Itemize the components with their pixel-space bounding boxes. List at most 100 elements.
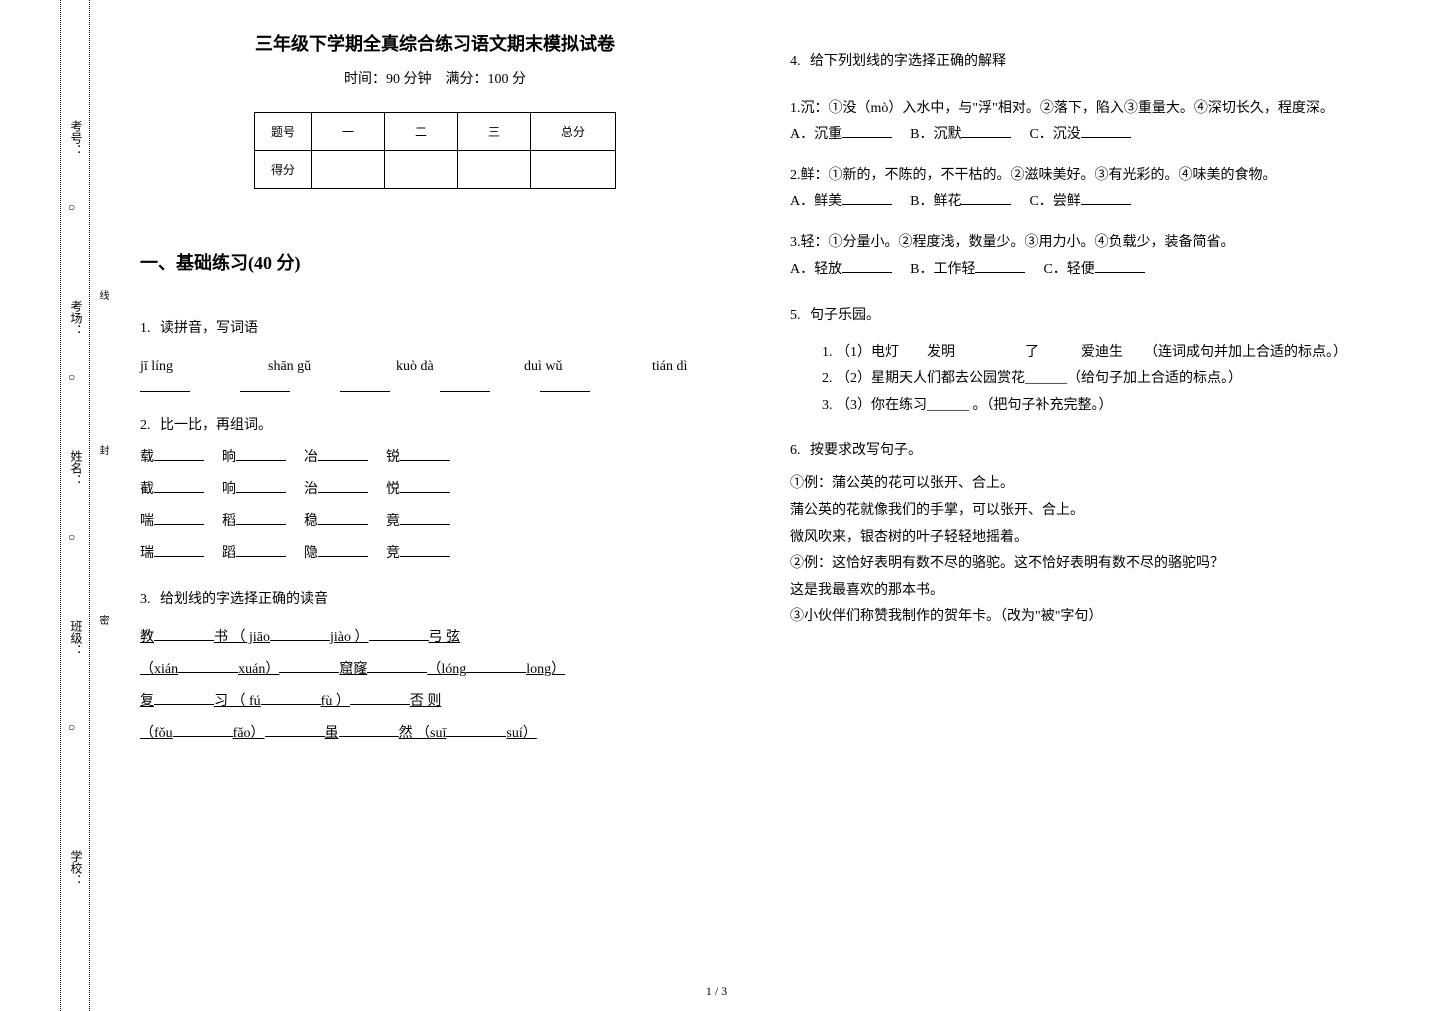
definition-text: 2.鲜：①新的，不陈的，不干枯的。②滋味美好。③有光彩的。④味美的食物。 — [790, 163, 1380, 188]
blank[interactable] — [961, 137, 1011, 138]
question-text: 给划线的字选择正确的读音 — [160, 592, 328, 607]
blank[interactable] — [236, 460, 286, 461]
char: 锐 — [386, 450, 400, 465]
option: B．沉默 — [910, 121, 1011, 149]
page-number: 1 / 3 — [706, 984, 727, 999]
blank[interactable] — [265, 736, 325, 737]
definition-text: 3.轻：①分量小。②程度浅，数量少。③用力小。④负载少，装备简省。 — [790, 230, 1380, 255]
answer-blanks — [140, 391, 730, 392]
blank[interactable] — [240, 391, 290, 392]
blank[interactable] — [400, 524, 450, 525]
blank[interactable] — [446, 736, 506, 737]
sub-number: 2. — [822, 371, 836, 386]
question-text: 给下列划线的字选择正确的解释 — [810, 54, 1006, 69]
option: C．轻便 — [1043, 256, 1144, 284]
blank[interactable] — [173, 736, 233, 737]
question-number: 5. — [790, 308, 801, 323]
char: 蹈 — [222, 546, 236, 561]
blank[interactable] — [261, 704, 321, 705]
blank[interactable] — [842, 204, 892, 205]
reading-segment: （fǒu — [140, 726, 173, 741]
blank[interactable] — [154, 556, 204, 557]
reading-row: （fǒufǎo）虽然 （suīsuí） — [140, 720, 730, 748]
question-6: 6. 按要求改写句子。 ①例：蒲公英的花可以张开、合上。蒲公英的花就像我们的手掌… — [790, 437, 1380, 631]
blank[interactable] — [279, 672, 339, 673]
blank[interactable] — [1081, 204, 1131, 205]
options-row: A．鲜美B．鲜花C．尝鲜 — [790, 188, 1380, 216]
blank[interactable] — [1081, 137, 1131, 138]
blank[interactable] — [842, 272, 892, 273]
binding-label-banji: 班级： — [68, 620, 85, 656]
blank[interactable] — [440, 391, 490, 392]
char: 喘 — [140, 514, 154, 529]
blank[interactable] — [154, 704, 214, 705]
blank[interactable] — [1095, 272, 1145, 273]
question-3: 3. 给划线的字选择正确的读音 教书 （ jiāojiào ）弓 弦（xiánx… — [140, 586, 730, 748]
blank[interactable] — [339, 736, 399, 737]
rewrite-line: ①例：蒲公英的花可以张开、合上。 — [790, 471, 1380, 498]
pinyin: jī líng — [140, 353, 218, 381]
blank[interactable] — [400, 492, 450, 493]
option: A．沉重 — [790, 121, 892, 149]
strip-word-feng: 封 — [95, 445, 110, 455]
pinyin: kuò dà — [396, 353, 474, 381]
option: B．工作轻 — [910, 256, 1025, 284]
section-heading: 一、基础练习(40 分) — [140, 249, 730, 275]
sub-question: 3. （3）你在练习______ 。（把句子补充完整。） — [822, 393, 1380, 420]
blank[interactable] — [975, 272, 1025, 273]
reading-segment: 虽 — [325, 726, 339, 741]
blank[interactable] — [154, 460, 204, 461]
blank[interactable] — [154, 492, 204, 493]
sub-question: 2. （2）星期天人们都去公园赏花______（给句子加上合适的标点。） — [822, 366, 1380, 393]
definition-text: 1.沉：①没（mò）入水中，与"浮"相对。②落下，陷入③重量大。④深切长久，程度… — [790, 96, 1380, 121]
reading-segment: 习 （ fú — [214, 694, 261, 709]
blank[interactable] — [961, 204, 1011, 205]
blank[interactable] — [400, 460, 450, 461]
char: 竟 — [386, 514, 400, 529]
blank[interactable] — [236, 556, 286, 557]
sub-number: 3. — [822, 398, 836, 413]
th: 三 — [458, 113, 531, 151]
question-number: 1. — [140, 321, 151, 336]
blank[interactable] — [400, 556, 450, 557]
question-4: 4. 给下列划线的字选择正确的解释 1.沉：①没（mò）入水中，与"浮"相对。②… — [790, 48, 1380, 284]
page-content: 三年级下学期全真综合练习语文期末模拟试卷 时间：90 分钟 满分：100 分 题… — [140, 30, 1420, 990]
binding-circle: ○ — [68, 200, 75, 215]
blank[interactable] — [842, 137, 892, 138]
option: C．尝鲜 — [1029, 188, 1130, 216]
blank[interactable] — [369, 640, 429, 641]
binding-label-xuexiao: 学校： — [68, 850, 85, 886]
blank[interactable] — [318, 492, 368, 493]
binding-circle: ○ — [68, 720, 75, 735]
word-compare-row: 喘稻稳竟 — [140, 508, 730, 536]
char: 瑞 — [140, 546, 154, 561]
pinyin-row: jī líng shān gǔ kuò dà duì wǔ tián dì — [140, 353, 730, 381]
question-1: 1. 读拼音，写词语 jī líng shān gǔ kuò dà duì wǔ… — [140, 315, 730, 392]
blank[interactable] — [350, 704, 410, 705]
blank[interactable] — [540, 391, 590, 392]
question-number: 6. — [790, 443, 801, 458]
blank[interactable] — [236, 524, 286, 525]
blank[interactable] — [154, 524, 204, 525]
blank[interactable] — [140, 391, 190, 392]
blank[interactable] — [236, 492, 286, 493]
blank[interactable] — [178, 672, 238, 673]
score-table: 题号 一 二 三 总分 得分 — [254, 112, 616, 189]
blank[interactable] — [367, 672, 427, 673]
rewrite-line: 微风吹来，银杏树的叶子轻轻地摇着。 — [790, 525, 1380, 552]
blank[interactable] — [466, 672, 526, 673]
char: 冶 — [304, 450, 318, 465]
blank[interactable] — [318, 460, 368, 461]
sub-text: （2）星期天人们都去公园赏花______（给句子加上合适的标点。） — [836, 371, 1242, 386]
reading-segment: suí） — [506, 726, 536, 741]
right-column: 4. 给下列划线的字选择正确的解释 1.沉：①没（mò）入水中，与"浮"相对。②… — [790, 30, 1380, 990]
blank[interactable] — [318, 556, 368, 557]
question-5: 5. 句子乐园。 1. （1）电灯 发明 了 爱迪生 （连词成句并加上合适的标点… — [790, 302, 1380, 420]
char: 稻 — [222, 514, 236, 529]
blank[interactable] — [318, 524, 368, 525]
blank[interactable] — [270, 640, 330, 641]
question-text: 句子乐园。 — [810, 308, 880, 323]
sub-text: （3）你在练习______ 。（把句子补充完整。） — [836, 398, 1113, 413]
blank[interactable] — [154, 640, 214, 641]
blank[interactable] — [340, 391, 390, 392]
